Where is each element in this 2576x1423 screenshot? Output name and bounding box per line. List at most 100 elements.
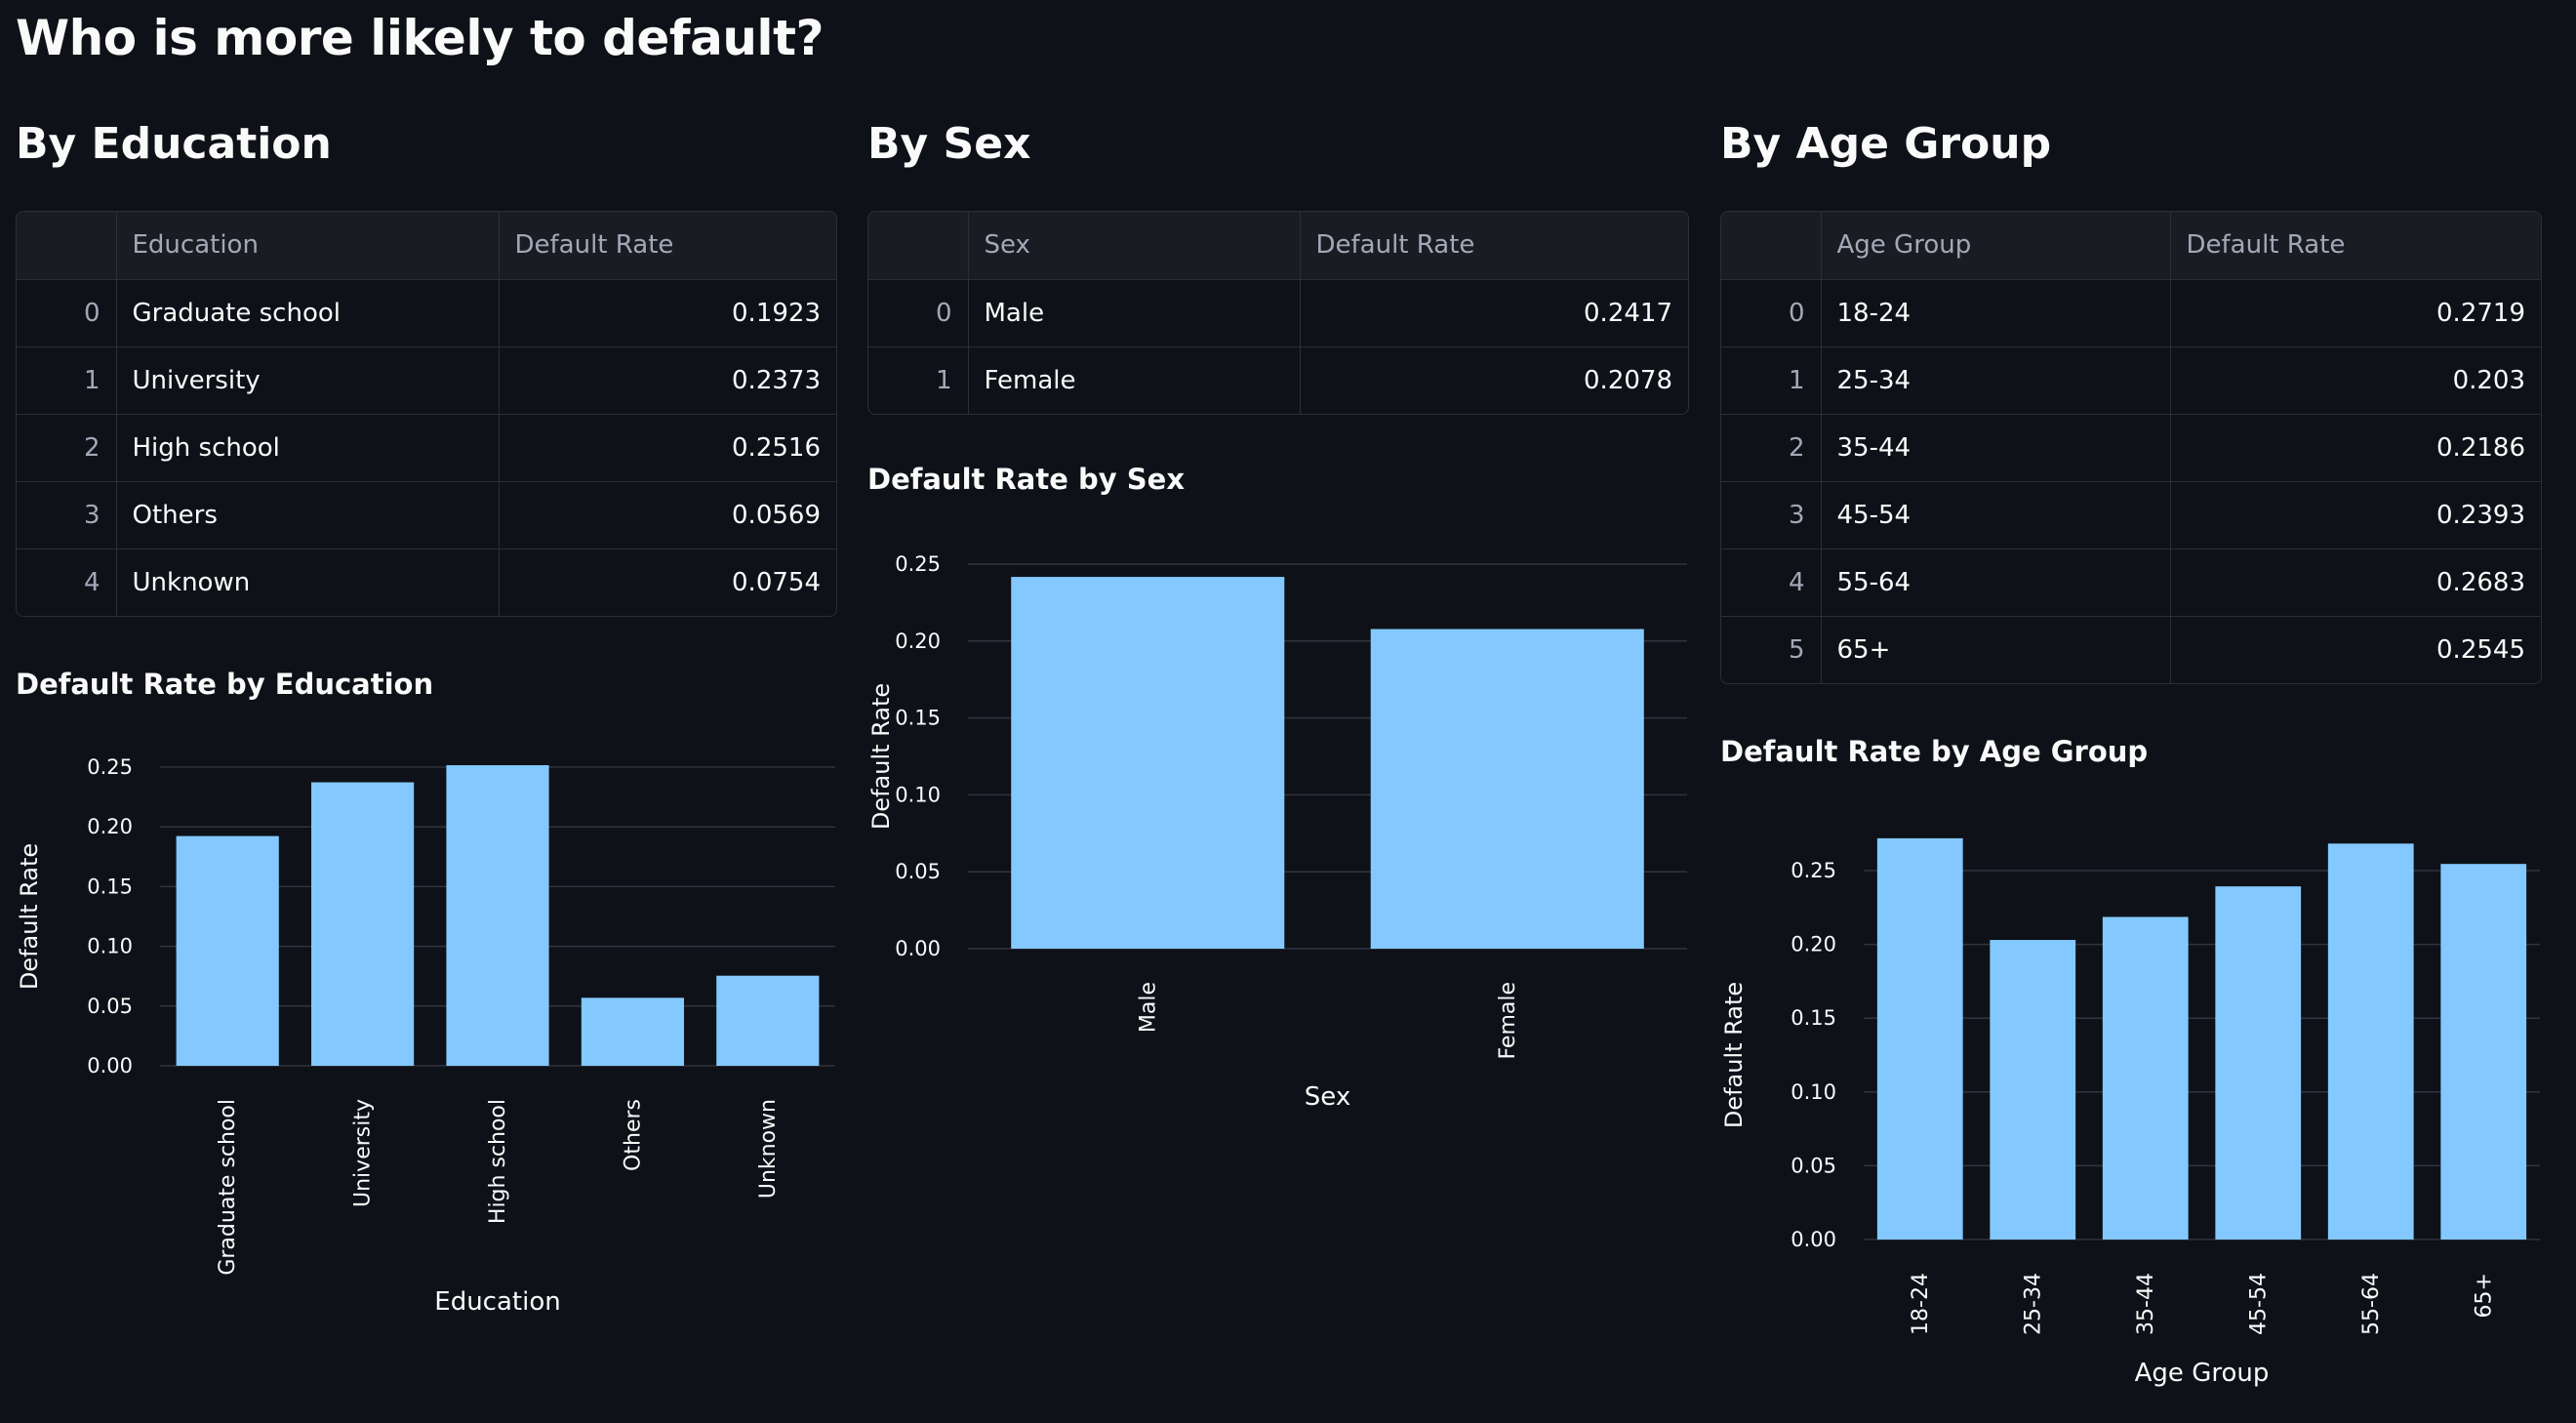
age-group-bar-chart[interactable]: 0.00 0.05 0.10 0.15 0.20 0.25 18-24 25-34 35-44 4… [1720, 795, 2542, 1420]
section-sex: By Sex Sex Default Rate 0 Male 0.2417 1 … [867, 0, 1689, 1423]
cell-label[interactable]: Graduate school [115, 278, 499, 346]
row-index: 4 [17, 548, 116, 616]
table-header-row: Age Group Default Rate [1721, 212, 2541, 279]
bar[interactable] [1876, 837, 1963, 1240]
table-row: 1 25-34 0.203 [1721, 346, 2541, 414]
cell-label[interactable]: 35-44 [1820, 413, 2170, 481]
y-tick-label: 0.15 [1791, 1006, 1836, 1030]
table-header-row: Education Default Rate [17, 212, 836, 279]
y-tick-label: 0.25 [895, 552, 941, 576]
column-header[interactable]: Default Rate [2169, 212, 2541, 279]
cell-value[interactable]: 0.2545 [2169, 615, 2541, 683]
table-header-row: Sex Default Rate [868, 212, 1688, 279]
section-age-group: By Age Group Age Group Default Rate 0 18… [1720, 0, 2542, 1423]
cell-label[interactable]: 25-34 [1820, 346, 2170, 414]
x-tick-label: High school [486, 1099, 510, 1224]
y-tick-label: 0.20 [895, 630, 941, 653]
y-axis-title: Default Rate [867, 683, 895, 830]
bar[interactable] [581, 997, 684, 1066]
index-header [17, 212, 116, 279]
index-header [1721, 212, 1821, 279]
bar[interactable] [2215, 886, 2302, 1240]
table-row: 0 18-24 0.2719 [1721, 278, 2541, 346]
bar[interactable] [2327, 843, 2414, 1240]
column-header[interactable]: Education [115, 212, 499, 279]
y-tick-label: 0.05 [895, 860, 941, 883]
bar[interactable] [311, 782, 415, 1066]
cell-value[interactable]: 0.2417 [1299, 278, 1688, 346]
y-tick-label: 0.10 [895, 783, 941, 806]
column-header[interactable]: Default Rate [1299, 212, 1688, 279]
cell-value[interactable]: 0.2719 [2169, 278, 2541, 346]
column-header[interactable]: Default Rate [498, 212, 836, 279]
sex-table[interactable]: Sex Default Rate 0 Male 0.2417 1 Female … [867, 211, 1689, 415]
row-index: 3 [1721, 480, 1821, 549]
table-row: 1 Female 0.2078 [868, 346, 1688, 414]
cell-value[interactable]: 0.0754 [498, 548, 836, 616]
bar[interactable] [1011, 577, 1285, 949]
x-tick-label: Others [621, 1099, 645, 1171]
y-tick-label: 0.00 [87, 1054, 133, 1077]
sex-bar-chart[interactable]: 0.00 0.05 0.10 0.15 0.20 0.25 Male Female Sex Def… [867, 527, 1689, 1113]
row-index: 2 [1721, 413, 1821, 481]
cell-label[interactable]: High school [115, 413, 499, 481]
age-group-table[interactable]: Age Group Default Rate 0 18-24 0.2719 1 … [1720, 211, 2542, 684]
y-tick-label: 0.20 [87, 815, 133, 838]
cell-value[interactable]: 0.203 [2169, 346, 2541, 414]
cell-label[interactable]: Others [115, 480, 499, 549]
bar[interactable] [716, 975, 820, 1066]
education-bar-chart[interactable]: 0.00 0.05 0.10 0.15 0.20 0.25 Graduate school U… [16, 732, 837, 1337]
row-index: 2 [17, 413, 116, 481]
bar[interactable] [2102, 916, 2189, 1240]
cell-label[interactable]: Male [967, 278, 1300, 346]
bar[interactable] [1370, 629, 1644, 949]
cell-label[interactable]: Female [967, 346, 1300, 414]
table-row: 3 Others 0.0569 [17, 480, 836, 549]
y-tick-label: 0.05 [87, 995, 133, 1018]
table-row: 5 65+ 0.2545 [1721, 615, 2541, 683]
cell-label[interactable]: 45-54 [1820, 480, 2170, 549]
table-row: 3 45-54 0.2393 [1721, 480, 2541, 549]
cell-label[interactable]: 65+ [1820, 615, 2170, 683]
row-index: 0 [1721, 278, 1821, 346]
bar[interactable] [446, 765, 549, 1066]
y-tick-label: 0.25 [1791, 859, 1836, 882]
y-tick-label: 0.00 [1791, 1228, 1836, 1251]
column-header[interactable]: Sex [967, 212, 1300, 279]
cell-label[interactable]: 55-64 [1820, 548, 2170, 616]
cell-value[interactable]: 0.0569 [498, 480, 836, 549]
bar[interactable] [2440, 864, 2527, 1240]
y-tick-label: 0.15 [895, 707, 941, 730]
cell-value[interactable]: 0.2683 [2169, 548, 2541, 616]
y-tick-label: 0.25 [87, 755, 133, 779]
x-tick-label: Graduate school [216, 1099, 240, 1276]
column-header[interactable]: Age Group [1820, 212, 2170, 279]
bar[interactable] [1990, 940, 2076, 1240]
cell-value[interactable]: 0.1923 [498, 278, 836, 346]
cell-value[interactable]: 0.2186 [2169, 413, 2541, 481]
x-tick-label: Male [1136, 982, 1160, 1033]
x-tick-label: 65+ [2472, 1273, 2496, 1318]
cell-value[interactable]: 0.2373 [498, 346, 836, 414]
y-tick-label: 0.15 [87, 874, 133, 898]
y-tick-label: 0.10 [87, 935, 133, 958]
cell-label[interactable]: University [115, 346, 499, 414]
chart-title: Default Rate by Education [16, 668, 434, 701]
cell-label[interactable]: Unknown [115, 548, 499, 616]
y-axis-title: Default Rate [16, 843, 43, 990]
x-tick-label: 25-34 [2021, 1273, 2045, 1335]
table-row: 2 High school 0.2516 [17, 413, 836, 481]
cell-label[interactable]: 18-24 [1820, 278, 2170, 346]
education-table[interactable]: Education Default Rate 0 Graduate school… [16, 211, 837, 617]
index-header [868, 212, 968, 279]
x-tick-label: 55-64 [2359, 1273, 2384, 1335]
page-title: Who is more likely to default? [16, 10, 824, 66]
bar[interactable] [176, 835, 279, 1066]
row-index: 1 [1721, 346, 1821, 414]
cell-value[interactable]: 0.2516 [498, 413, 836, 481]
x-axis-title: Sex [1305, 1082, 1350, 1112]
cell-value[interactable]: 0.2393 [2169, 480, 2541, 549]
table-row: 4 55-64 0.2683 [1721, 548, 2541, 616]
cell-value[interactable]: 0.2078 [1299, 346, 1688, 414]
y-axis-title: Default Rate [1720, 982, 1748, 1128]
